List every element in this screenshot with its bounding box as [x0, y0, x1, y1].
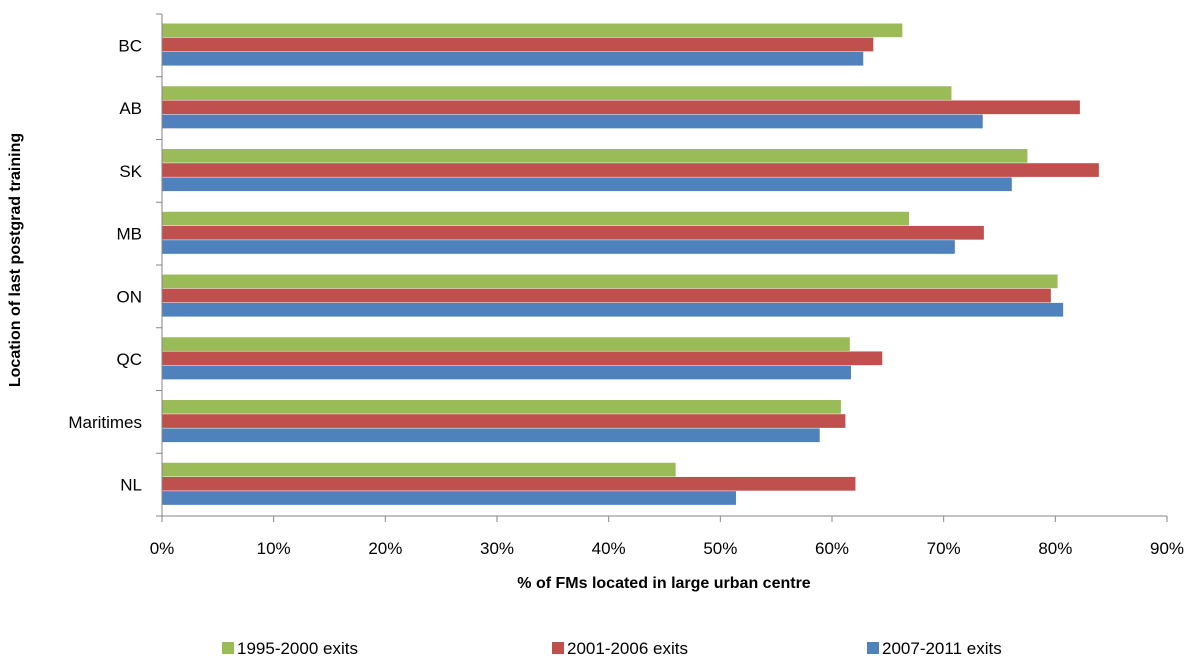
x-tick-label: 0%	[150, 539, 175, 558]
bar-on-series-3	[162, 302, 1064, 317]
bar-bc-series-2	[162, 37, 874, 52]
x-tick-label: 70%	[927, 539, 961, 558]
bar-maritimes-series-3	[162, 428, 820, 443]
bars-layer	[162, 23, 1099, 505]
legend-item-series-3: 2007-2011 exits	[867, 639, 1002, 658]
x-tick-label: 10%	[257, 539, 291, 558]
bar-sk-series-2	[162, 163, 1099, 177]
legend-item-series-1: 1995-2000 exits	[222, 639, 358, 658]
bar-mb-series-1	[162, 211, 910, 226]
x-tick-label: 40%	[592, 539, 626, 558]
bar-bc-series-3	[162, 51, 864, 66]
legend-swatch	[222, 642, 234, 654]
x-tick-label: 30%	[480, 539, 514, 558]
bar-mb-series-3	[162, 240, 955, 254]
bar-ab-series-2	[162, 100, 1080, 115]
x-axis-title: % of FMs located in large urban centre	[517, 575, 810, 592]
bar-mb-series-2	[162, 225, 984, 240]
x-tick-label: 60%	[815, 539, 849, 558]
legend-label: 2001-2006 exits	[567, 639, 688, 658]
y-tick-label-ab: AB	[119, 99, 142, 118]
bar-qc-series-1	[162, 337, 850, 351]
y-tick-label-bc: BC	[118, 36, 142, 55]
y-tick-label-mb: MB	[117, 225, 143, 244]
y-tick-label-sk: SK	[119, 162, 142, 181]
bar-maritimes-series-2	[162, 414, 846, 428]
bar-sk-series-1	[162, 149, 1028, 163]
bar-on-series-2	[162, 288, 1051, 303]
x-tick-label: 50%	[703, 539, 737, 558]
bar-nl-series-2	[162, 476, 856, 491]
y-axis-title: Location of last postgrad training	[7, 133, 24, 387]
legend-swatch	[867, 642, 879, 654]
bar-maritimes-series-1	[162, 400, 841, 414]
y-tick-label-qc: QC	[117, 350, 143, 369]
x-tick-label: 20%	[368, 539, 402, 558]
bar-ab-series-1	[162, 86, 952, 100]
axes-layer	[156, 13, 1168, 522]
labels-layer: BC AB SK MB ON QC Maritimes NL 0% 10% 20% 30% 40% 50%…	[68, 36, 1184, 558]
bar-on-series-1	[162, 274, 1058, 289]
legend: 1995-2000 exits 2001-2006 exits 2007-2011 …	[222, 639, 1002, 658]
bar-nl-series-1	[162, 462, 676, 477]
legend-label: 1995-2000 exits	[237, 639, 358, 658]
bar-qc-series-2	[162, 351, 883, 366]
legend-swatch	[552, 642, 564, 654]
bar-sk-series-3	[162, 177, 1012, 192]
bar-ab-series-3	[162, 114, 983, 129]
bar-nl-series-3	[162, 491, 736, 505]
x-tick-label: 80%	[1038, 539, 1072, 558]
x-tick-label: 90%	[1150, 539, 1184, 558]
bar-qc-series-3	[162, 365, 851, 380]
legend-label: 2007-2011 exits	[882, 639, 1002, 658]
y-tick-label-nl: NL	[120, 476, 142, 495]
y-tick-label-maritimes: Maritimes	[68, 413, 142, 432]
y-tick-label-on: ON	[117, 287, 143, 306]
legend-item-series-2: 2001-2006 exits	[552, 639, 688, 658]
bar-bc-series-1	[162, 23, 903, 38]
